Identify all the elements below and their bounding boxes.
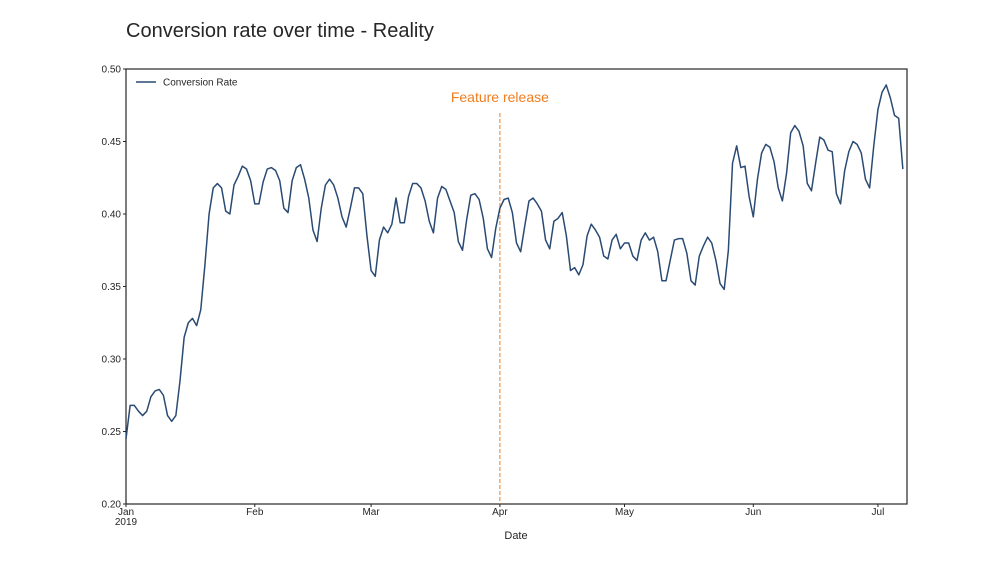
annotations: Feature release — [451, 89, 549, 504]
y-tick-label: 0.45 — [102, 137, 122, 148]
x-tick-label: Mar — [362, 507, 380, 518]
feature-release-label: Feature release — [451, 89, 549, 105]
y-tick-label: 0.40 — [102, 210, 122, 221]
legend-label: Conversion Rate — [163, 78, 238, 89]
y-tick-label: 0.30 — [102, 355, 122, 366]
chart-title: Conversion rate over time - Reality — [126, 20, 434, 42]
x-tick-label: Apr — [492, 507, 508, 518]
x-tick-label: Jul — [872, 507, 885, 518]
x-axis-label: Date — [504, 530, 527, 542]
series-layer — [125, 84, 904, 439]
legend: Conversion Rate — [136, 78, 238, 89]
y-axis: 0.20 0.25 0.30 0.35 0.40 0.45 0.50 — [102, 65, 126, 511]
x-tick-label: Feb — [246, 507, 264, 518]
x-tick-label: Jun — [745, 507, 761, 518]
x-tick-label: Jan — [118, 507, 134, 518]
y-tick-label: 0.50 — [102, 65, 122, 76]
y-tick-label: 0.20 — [102, 500, 122, 511]
y-tick-label: 0.35 — [102, 282, 122, 293]
series-line-conversion-rate — [125, 84, 904, 439]
x-tick-sublabel: 2019 — [115, 517, 138, 528]
y-tick-label: 0.25 — [102, 427, 122, 438]
x-tick-label: May — [615, 507, 634, 518]
